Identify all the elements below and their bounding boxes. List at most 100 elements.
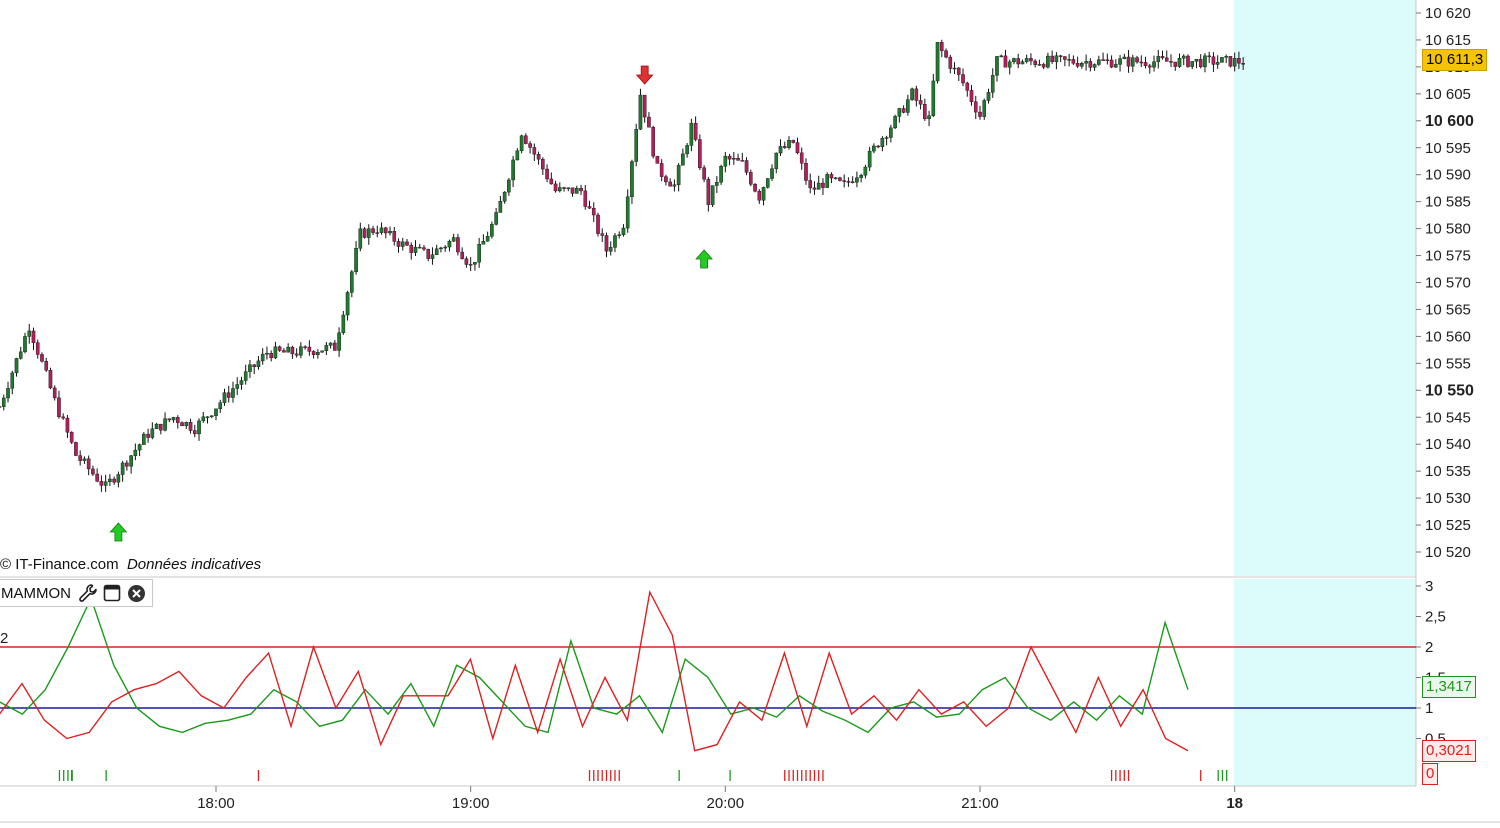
price-tick-label: 10 595 xyxy=(1425,140,1471,157)
candle-up xyxy=(256,360,261,367)
candle-down xyxy=(269,353,273,359)
candle-down xyxy=(1169,61,1173,63)
candle-up xyxy=(350,271,354,293)
candle-down xyxy=(1101,59,1105,61)
indicator-tick-label: 3 xyxy=(1425,578,1433,595)
candle-down xyxy=(655,155,660,164)
candle-up xyxy=(1,397,6,407)
candle-up xyxy=(931,80,936,116)
candle-down xyxy=(333,342,337,351)
candle-up xyxy=(1190,61,1195,67)
candle-down xyxy=(456,237,460,253)
price-tick-label: 10 545 xyxy=(1425,409,1471,426)
candle-up xyxy=(103,481,108,486)
indicator-axis[interactable]: 32,521,510,5 xyxy=(1416,578,1446,748)
candle-up xyxy=(205,416,210,418)
candle-down xyxy=(532,147,537,155)
red-line-value-badge: 0,3021 xyxy=(1422,739,1476,762)
candle-down xyxy=(1003,55,1008,68)
candle-up xyxy=(507,179,511,193)
candle-up xyxy=(358,228,363,249)
candle-up xyxy=(320,350,324,353)
candle-up xyxy=(222,392,227,403)
candle-up xyxy=(248,364,252,372)
indicator-levels: 2 xyxy=(0,630,1416,709)
candle-down xyxy=(782,146,787,148)
candle-down xyxy=(44,361,49,371)
candle-up xyxy=(995,56,999,76)
close-icon[interactable] xyxy=(125,582,147,604)
candle-up xyxy=(388,231,392,234)
candle-down xyxy=(1105,59,1110,62)
candle-down xyxy=(74,442,78,456)
candle-up xyxy=(1215,62,1220,65)
candle-up xyxy=(630,161,634,197)
time-axis[interactable]: 18:00 19:00 20:00 21:00 18 xyxy=(197,786,1243,812)
candle-up xyxy=(778,146,783,154)
candle-down xyxy=(396,241,401,247)
candle-up xyxy=(265,353,269,355)
candle-down xyxy=(371,228,375,233)
candle-down xyxy=(795,142,800,154)
future-zone-indicator xyxy=(1234,579,1416,786)
candle-down xyxy=(1016,58,1020,65)
candle-down xyxy=(914,88,919,101)
candle-down xyxy=(1088,61,1093,68)
candle-down xyxy=(159,423,163,431)
candle-up xyxy=(906,99,910,113)
candle-down xyxy=(383,227,388,234)
candle-up xyxy=(1084,61,1088,64)
price-tick-label: 10 555 xyxy=(1425,355,1471,372)
candle-up xyxy=(299,346,303,356)
indicator-name[interactable]: MAMMON xyxy=(1,584,71,602)
candle-up xyxy=(1122,56,1127,59)
candle-down xyxy=(375,232,380,234)
candle-up xyxy=(859,175,863,178)
candle-up xyxy=(316,352,320,355)
candle-up xyxy=(621,227,626,235)
candle-down xyxy=(422,247,426,250)
candle-up xyxy=(1152,61,1156,68)
candle-down xyxy=(460,251,464,259)
price-tick-label: 10 570 xyxy=(1425,275,1471,292)
candle-up xyxy=(952,67,957,70)
candle-down xyxy=(698,139,702,168)
candle-up xyxy=(163,418,167,431)
candle-up xyxy=(1097,59,1101,65)
candle-down xyxy=(1135,57,1139,63)
candle-up xyxy=(218,402,223,409)
candle-up xyxy=(197,420,201,435)
window-icon[interactable] xyxy=(101,582,123,604)
price-tick-label: 10 560 xyxy=(1425,328,1471,345)
candle-up xyxy=(214,408,218,416)
candle-up xyxy=(672,184,677,187)
candle-up xyxy=(447,241,452,248)
candle-down xyxy=(294,353,299,356)
candle-down xyxy=(973,101,978,113)
candle-down xyxy=(842,180,846,182)
candle-down xyxy=(69,431,74,443)
candle-down xyxy=(901,108,906,113)
candle-down xyxy=(647,116,651,128)
candle-up xyxy=(689,122,694,146)
candle-up xyxy=(770,168,774,179)
candle-down xyxy=(362,228,367,238)
candle-down xyxy=(1211,56,1216,65)
wrench-icon[interactable] xyxy=(77,582,99,604)
candle-down xyxy=(808,180,813,189)
copyright-note: © IT-Finance.com Données indicatives xyxy=(0,556,261,573)
candle-up xyxy=(1118,58,1122,65)
candle-up xyxy=(235,384,240,389)
candle-up xyxy=(473,261,477,265)
candle-down xyxy=(591,208,596,216)
candle-up xyxy=(1007,61,1012,68)
candle-up xyxy=(498,201,503,213)
candle-up xyxy=(82,458,87,461)
signal-arrow-down-icon xyxy=(635,65,654,85)
price-tick-label: 10 530 xyxy=(1425,490,1471,507)
candle-down xyxy=(180,422,184,427)
candle-down xyxy=(918,100,923,105)
candle-down xyxy=(664,176,668,183)
candle-up xyxy=(889,127,893,138)
